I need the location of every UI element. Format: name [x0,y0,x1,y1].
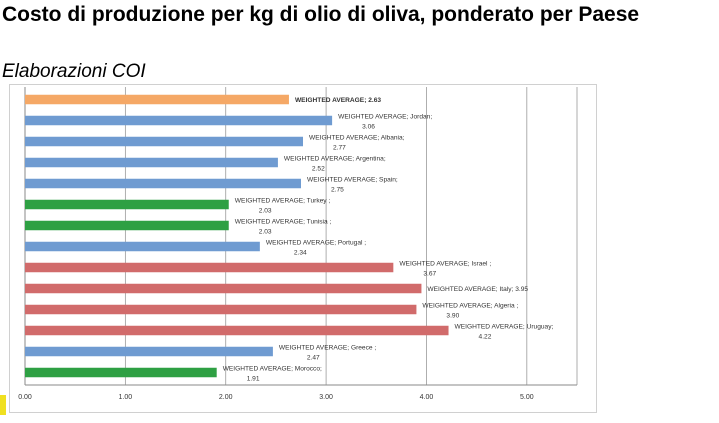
bars [25,94,449,378]
data-labels: WEIGHTED AVERAGE; 2.63 WEIGHTED AVERAGE; … [223,97,554,383]
bar-2 [25,136,304,147]
x-tick-label-2: 2.00 [219,394,233,401]
grid-lines [24,87,578,386]
x-tick-label-5: 5.00 [520,394,534,401]
x-tick-labels: 0.00 1.00 2.00 3.00 4.00 5.00 [18,394,534,401]
data-label-11: WEIGHTED AVERAGE; Uruguay; 4.22 [455,324,554,341]
data-label-1: WEIGHTED AVERAGE; Jordan; 3.06 [338,114,432,131]
bar-6 [25,220,229,231]
page-subtitle: Elaborazioni COI [2,61,146,82]
bar-11 [25,325,449,336]
data-label-0: WEIGHTED AVERAGE; 2.63 [295,97,381,104]
data-label-8: WEIGHTED AVERAGE; Israel ; 3.67 [399,261,491,278]
bar-5 [25,199,229,210]
x-tick-label-3: 3.00 [319,394,333,401]
bar-7 [25,241,260,252]
bar-10 [25,304,417,315]
data-label-2: WEIGHTED AVERAGE; Albania; 2.77 [309,135,405,152]
bar-12 [25,346,273,357]
data-label-4: WEIGHTED AVERAGE; Spain; 2.75 [307,177,398,194]
data-label-3: WEIGHTED AVERAGE; Argentina; 2.52 [284,156,386,173]
data-label-9: WEIGHTED AVERAGE; Italy; 3.95 [427,286,528,293]
page-title: Costo di produzione per kg di olio di ol… [2,3,640,26]
data-label-10: WEIGHTED AVERAGE; Algeria ; 3.90 [422,303,518,320]
data-label-7: WEIGHTED AVERAGE; Portugal ; 2.34 [266,240,366,257]
chart-frame: WEIGHTED AVERAGE; 2.63 WEIGHTED AVERAGE; … [9,84,597,413]
data-label-5: WEIGHTED AVERAGE; Turkey ; 2.03 [235,198,331,215]
x-tick-label-0: 0.00 [18,394,32,401]
data-label-13: WEIGHTED AVERAGE; Morocco; 1.91 [223,366,322,383]
bar-8 [25,262,394,273]
bar-0 [25,94,289,105]
bar-3 [25,157,278,168]
bar-chart: WEIGHTED AVERAGE; 2.63 WEIGHTED AVERAGE; … [18,87,578,401]
highlight-marker [0,395,6,415]
data-label-12: WEIGHTED AVERAGE; Greece ; 2.47 [279,345,377,362]
bar-13 [25,367,217,378]
data-label-6: WEIGHTED AVERAGE; Tunisia ; 2.03 [235,219,332,236]
x-tick-label-4: 4.00 [420,394,434,401]
x-tick-label-1: 1.00 [119,394,133,401]
bar-9 [25,283,422,294]
bar-1 [25,115,333,126]
bar-4 [25,178,301,189]
